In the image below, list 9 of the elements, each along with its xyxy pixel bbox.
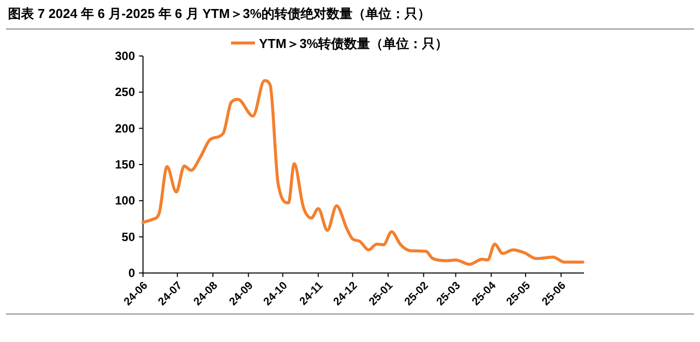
y-tick-label: 0 bbox=[128, 266, 136, 280]
legend: YTM＞3%转债数量（单位：只） bbox=[231, 36, 448, 51]
y-tick-label: 250 bbox=[114, 85, 136, 100]
y-tick-label: 150 bbox=[114, 158, 136, 172]
y-tick-label: 300 bbox=[114, 49, 136, 63]
y-tick-label: 100 bbox=[114, 194, 136, 208]
chart-title: 图表 7 2024 年 6 月-2025 年 6 月 YTM＞3%的转债绝对数量（单位：只） bbox=[8, 6, 431, 21]
y-tick-label: 200 bbox=[114, 121, 136, 136]
y-tick-label: 50 bbox=[122, 230, 136, 244]
